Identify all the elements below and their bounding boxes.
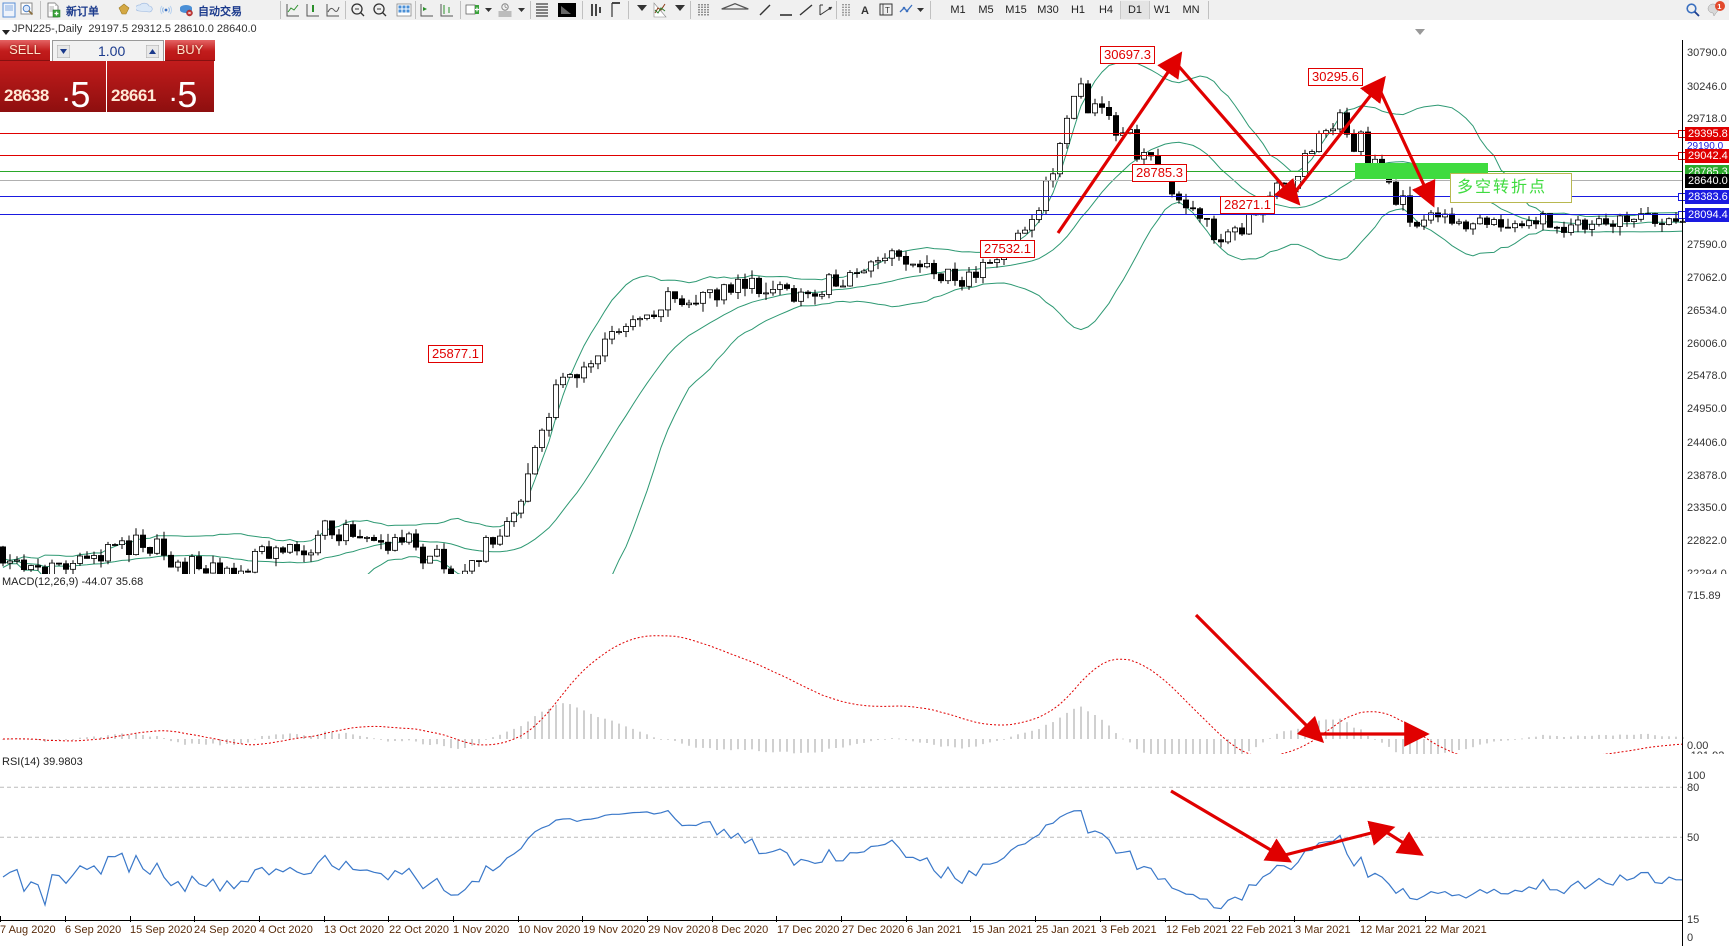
svg-text:1: 1 [1717, 2, 1721, 11]
svg-text:T: T [885, 6, 890, 15]
svg-text:A: A [861, 5, 869, 17]
